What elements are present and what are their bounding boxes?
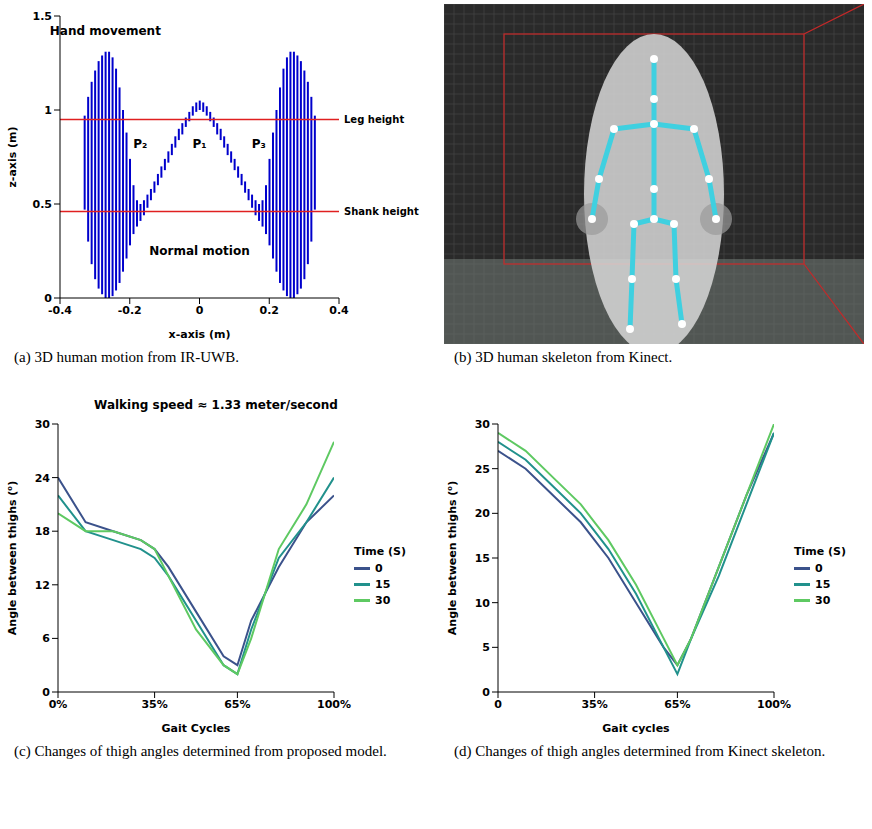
svg-text:P₁: P₁ [192, 137, 206, 151]
svg-text:0: 0 [44, 292, 52, 305]
svg-text:Hand movement: Hand movement [50, 24, 161, 38]
svg-text:12: 12 [35, 579, 50, 592]
svg-text:-0.2: -0.2 [118, 304, 142, 317]
svg-text:100%: 100% [317, 698, 351, 711]
svg-text:Normal motion: Normal motion [149, 244, 249, 258]
svg-text:0.5: 0.5 [33, 198, 53, 211]
svg-text:15: 15 [475, 552, 490, 565]
svg-text:Leg height: Leg height [344, 114, 404, 125]
svg-text:24: 24 [35, 472, 51, 485]
html-text:(c) Changes of thigh angles de: (c) Changes of thigh angles determined f… [14, 743, 387, 759]
html-text:(a) 3D human motion from IR-UW: (a) 3D human motion from IR-UWB. [14, 349, 239, 365]
svg-text:65%: 65% [664, 698, 690, 711]
svg-text:5: 5 [482, 641, 490, 654]
svg-text:Gait cycles: Gait cycles [602, 722, 670, 735]
svg-text:0: 0 [482, 686, 490, 699]
svg-text:65%: 65% [224, 698, 250, 711]
svg-text:20: 20 [475, 507, 491, 520]
html-text:15: 15 [815, 577, 831, 591]
html-text:Time (S): Time (S) [794, 544, 846, 558]
html-text:0: 0 [375, 561, 383, 575]
svg-text:6: 6 [42, 632, 50, 645]
svg-text:0: 0 [494, 698, 502, 711]
svg-text:100%: 100% [757, 698, 791, 711]
svg-text:0.2: 0.2 [260, 304, 280, 317]
svg-text:Gait Cycles: Gait Cycles [162, 722, 231, 735]
svg-text:35%: 35% [581, 698, 607, 711]
html-text:30: 30 [815, 593, 831, 607]
svg-text:0%: 0% [49, 698, 68, 711]
html-text:Walking speed ≈ 1.33 meter/sec: Walking speed ≈ 1.33 meter/second [94, 398, 338, 412]
html-text:(b) 3D human skeleton from Kin: (b) 3D human skeleton from Kinect. [454, 349, 673, 365]
svg-text:30: 30 [475, 418, 491, 431]
html-text:15: 15 [375, 577, 391, 591]
svg-text:z-axis (m): z-axis (m) [6, 126, 19, 187]
html-text:0: 0 [815, 561, 823, 575]
svg-text:0: 0 [196, 304, 204, 317]
html-text:Time (S): Time (S) [354, 544, 406, 558]
svg-text:18: 18 [35, 525, 50, 538]
svg-text:Shank height: Shank height [344, 206, 419, 217]
svg-text:35%: 35% [141, 698, 167, 711]
svg-text:-0.4: -0.4 [48, 304, 72, 317]
svg-text:1: 1 [44, 104, 52, 117]
svg-text:P₃: P₃ [252, 137, 266, 151]
html-text:30: 30 [375, 593, 391, 607]
svg-text:25: 25 [475, 463, 490, 476]
svg-text:0.4: 0.4 [329, 304, 349, 317]
svg-text:Angle between thighs (⁰): Angle between thighs (⁰) [446, 481, 459, 635]
svg-text:1.5: 1.5 [33, 10, 53, 23]
svg-text:0: 0 [42, 686, 50, 699]
svg-text:30: 30 [35, 418, 51, 431]
svg-text:P₂: P₂ [133, 137, 147, 151]
svg-text:Angle between thighs (⁰): Angle between thighs (⁰) [6, 481, 19, 635]
svg-text:x-axis (m): x-axis (m) [169, 328, 231, 341]
html-text:(d) Changes of thigh angles de: (d) Changes of thigh angles determined f… [454, 743, 826, 759]
svg-text:10: 10 [475, 597, 491, 610]
